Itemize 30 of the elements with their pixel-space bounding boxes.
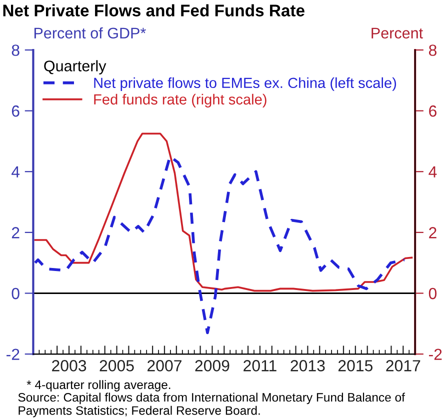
chart-title: Net Private Flows and Fed Funds Rate (3, 4, 304, 16)
x-tick-label: 2011 (244, 360, 276, 372)
x-tick-label: 2015 (338, 360, 373, 372)
y2-tick-label: 6 (429, 105, 436, 117)
text: * 4-quarter rolling average. (26, 380, 170, 392)
y2-tick-label: 0 (428, 288, 437, 300)
y2-tick-label: -2 (428, 348, 442, 360)
legend-label: Fed funds rate (right scale) (94, 94, 266, 108)
x-tick-label: 2007 (148, 360, 182, 372)
y2-tick-label: 8 (428, 44, 436, 56)
x-tick-label: 2013 (290, 360, 325, 372)
y2-tick-label: 2 (429, 227, 436, 238)
source-note: Source: Capital flows data from International Monetary Fund Balance of Payments Statistics; Federal Reserve Board. (18, 392, 405, 418)
y2-tick-label: 4 (428, 166, 437, 178)
line-series (34, 132, 413, 292)
y-tick-label: -2 (6, 348, 20, 360)
legend-title: Quarterly (44, 60, 106, 74)
x-tick-label: 2009 (195, 360, 230, 372)
legend-label: Net private flows to EMEs ex. China (left scale) (94, 77, 396, 91)
y-tick-label: 8 (12, 44, 20, 56)
y-tick-label: 2 (12, 227, 20, 238)
y-tick-label: 0 (12, 288, 20, 300)
y-tick-label: 4 (12, 166, 20, 178)
y-axis-title: Percent of GDP* (34, 27, 146, 39)
x-tick-label: 2003 (52, 360, 86, 372)
x-tick-label: 2017 (386, 360, 420, 372)
y-tick-label: 6 (12, 105, 20, 117)
x-tick-label: 2005 (100, 360, 134, 372)
y2-axis-title: Percent (372, 28, 423, 39)
line-series (34, 155, 406, 334)
